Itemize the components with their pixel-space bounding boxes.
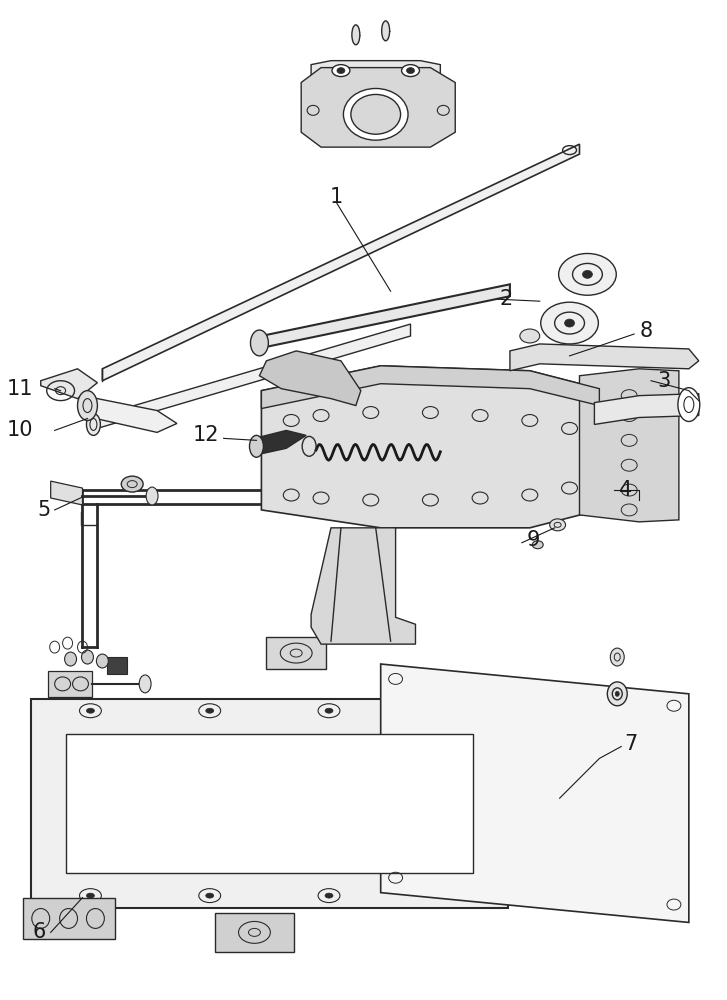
Ellipse shape [251,330,268,356]
Polygon shape [311,61,441,82]
Polygon shape [51,481,82,505]
Text: 7: 7 [624,734,638,754]
Ellipse shape [78,391,97,420]
Polygon shape [257,284,510,349]
Ellipse shape [610,648,624,666]
Ellipse shape [332,65,350,77]
Ellipse shape [121,476,143,492]
Ellipse shape [87,893,95,898]
Polygon shape [103,144,579,381]
Ellipse shape [81,650,94,664]
Ellipse shape [558,253,616,295]
Ellipse shape [146,487,158,505]
Text: 12: 12 [193,425,220,445]
Ellipse shape [325,893,333,898]
Text: 10: 10 [7,420,33,440]
Ellipse shape [550,519,566,531]
Ellipse shape [351,94,401,134]
Ellipse shape [325,708,333,713]
Ellipse shape [65,652,76,666]
Polygon shape [262,366,599,528]
Polygon shape [311,528,416,644]
Polygon shape [254,430,306,455]
Ellipse shape [139,675,151,693]
Ellipse shape [678,388,700,421]
Text: 9: 9 [527,530,540,550]
Polygon shape [510,344,699,371]
Polygon shape [65,734,473,873]
Polygon shape [262,366,599,409]
Polygon shape [266,637,326,669]
Polygon shape [31,699,508,908]
Ellipse shape [352,25,360,45]
Polygon shape [214,913,294,952]
Text: 8: 8 [639,321,652,341]
Ellipse shape [607,682,627,706]
Polygon shape [48,671,92,697]
Ellipse shape [615,691,619,696]
Polygon shape [108,657,127,674]
Ellipse shape [337,68,345,74]
Ellipse shape [249,435,263,457]
Polygon shape [23,898,116,939]
Polygon shape [381,664,689,922]
Ellipse shape [87,414,100,435]
Ellipse shape [343,88,408,140]
Text: 1: 1 [329,187,342,207]
Text: 4: 4 [619,480,632,500]
Ellipse shape [406,68,414,74]
Polygon shape [90,324,411,430]
Ellipse shape [401,65,419,77]
Ellipse shape [565,319,574,327]
Ellipse shape [532,541,543,549]
Ellipse shape [520,329,539,343]
Ellipse shape [382,21,390,41]
Text: 5: 5 [37,500,51,520]
Text: 2: 2 [500,289,513,309]
Ellipse shape [541,302,598,344]
Text: 6: 6 [33,922,47,942]
Text: 11: 11 [7,379,33,399]
Ellipse shape [206,708,214,713]
Polygon shape [260,351,361,406]
Polygon shape [595,394,699,424]
Ellipse shape [87,708,95,713]
Ellipse shape [206,893,214,898]
Polygon shape [579,369,679,522]
Text: 3: 3 [657,371,670,391]
Ellipse shape [582,270,593,278]
Ellipse shape [97,654,108,668]
Polygon shape [301,68,455,147]
Polygon shape [82,396,177,432]
Polygon shape [41,369,97,399]
